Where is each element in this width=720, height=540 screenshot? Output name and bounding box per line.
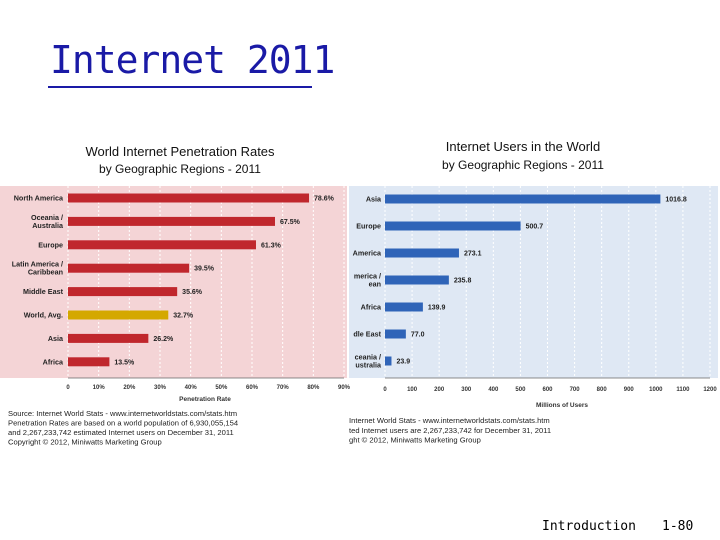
penetration-x-axis-title: Penetration Rate: [179, 396, 231, 403]
users-value-label: 23.9: [396, 359, 410, 366]
penetration-x-tick-label: 90%: [338, 385, 351, 391]
penetration-x-tick-label: 10%: [93, 385, 106, 391]
penetration-value-label: 78.6%: [314, 196, 335, 203]
users-bar: [385, 302, 423, 312]
users-value-label: 139.9: [428, 305, 446, 312]
users-bar: [385, 248, 459, 258]
penetration-x-tick-label: 0: [66, 385, 70, 391]
users-category-label: merica /: [354, 272, 381, 281]
slide-title: Internet 2011: [50, 38, 335, 82]
penetration-source-note: Penetration Rates are based on a world p…: [8, 419, 238, 428]
footer-page-number: 1-80: [662, 519, 694, 534]
penetration-category-label: Australia: [32, 221, 64, 230]
penetration-value-label: 35.6%: [182, 289, 203, 296]
penetration-bar: [68, 240, 256, 250]
penetration-value-label: 13.5%: [114, 359, 135, 366]
penetration-category-label: Latin America /: [12, 260, 63, 269]
penetration-value-label: 39.5%: [194, 266, 215, 273]
penetration-category-label: Asia: [48, 334, 64, 343]
users-x-tick-label: 300: [461, 387, 472, 393]
users-x-tick-label: 800: [597, 387, 608, 393]
penetration-chart-title: World Internet Penetration Rates: [85, 144, 275, 159]
footer-topic: Introduction: [542, 519, 636, 534]
penetration-x-tick-label: 80%: [307, 385, 320, 391]
penetration-value-label: 67.5%: [280, 219, 301, 226]
penetration-value-label: 26.2%: [153, 336, 174, 343]
penetration-category-label: Middle East: [23, 287, 64, 296]
penetration-category-label: Africa: [43, 357, 64, 366]
users-value-label: 1016.8: [665, 197, 687, 204]
users-bar: [385, 275, 449, 285]
penetration-bar: [68, 216, 275, 226]
penetration-category-label: Europe: [38, 240, 63, 249]
penetration-bar: [68, 357, 110, 367]
users-chart-subtitle: by Geographic Regions - 2011: [442, 158, 604, 172]
users-x-axis-title: Millions of Users: [536, 402, 588, 409]
users-source-note: ted Internet users are 2,267,233,742 for…: [349, 426, 551, 435]
penetration-x-tick-label: 30%: [154, 385, 167, 391]
users-x-tick-label: 100: [407, 387, 418, 393]
penetration-source-note: Copyright © 2012, Miniwatts Marketing Gr…: [8, 438, 162, 447]
penetration-chart-subtitle: by Geographic Regions - 2011: [99, 162, 261, 176]
users-category-label: ean: [369, 280, 381, 289]
users-x-tick-label: 0: [383, 387, 387, 393]
users-x-tick-label: 1200: [703, 387, 717, 393]
users-x-tick-label: 500: [515, 387, 526, 393]
users-x-tick-label: 900: [624, 387, 635, 393]
users-x-tick-label: 200: [434, 387, 445, 393]
penetration-bar: [68, 287, 178, 297]
users-value-label: 500.7: [526, 224, 544, 231]
penetration-category-label: North America: [14, 194, 64, 203]
users-category-label: Asia: [366, 195, 382, 204]
users-value-label: 235.8: [454, 278, 472, 285]
penetration-bar: [68, 333, 149, 343]
title-underline: [48, 86, 312, 88]
penetration-category-label: World, Avg.: [24, 311, 63, 320]
users-source-note: ght © 2012, Miniwatts Marketing Group: [349, 436, 481, 445]
users-category-label: ustralia: [355, 361, 382, 370]
users-x-tick-label: 400: [488, 387, 499, 393]
users-bar: [385, 221, 521, 231]
users-source-note: Internet World Stats - www.internetworld…: [349, 416, 550, 425]
penetration-x-tick-label: 20%: [123, 385, 136, 391]
users-chart-title: Internet Users in the World: [446, 139, 600, 154]
penetration-x-tick-label: 50%: [215, 385, 228, 391]
users-x-tick-label: 1000: [649, 387, 663, 393]
users-bar: [385, 356, 392, 366]
penetration-source-note: Source: Internet World Stats - www.inter…: [8, 409, 237, 418]
penetration-bar: [68, 310, 169, 320]
penetration-value-label: 61.3%: [261, 242, 282, 249]
penetration-x-tick-label: 40%: [185, 385, 198, 391]
users-value-label: 77.0: [411, 332, 425, 339]
users-x-tick-label: 1100: [676, 387, 690, 393]
penetration-x-tick-label: 70%: [277, 385, 290, 391]
users-category-label: ceania /: [355, 353, 381, 362]
penetration-bar: [68, 193, 310, 203]
penetration-bar: [68, 263, 190, 273]
users-bar: [385, 194, 661, 204]
penetration-category-label: Caribbean: [28, 268, 63, 277]
users-bar: [385, 329, 406, 339]
users-category-label: Europe: [356, 222, 381, 231]
users-category-label: America: [353, 249, 382, 258]
users-category-label: Africa: [361, 303, 382, 312]
penetration-x-tick-label: 60%: [246, 385, 259, 391]
users-category-label: dle East: [353, 330, 381, 339]
users-x-tick-label: 700: [570, 387, 581, 393]
users-value-label: 273.1: [464, 251, 482, 258]
penetration-value-label: 32.7%: [173, 313, 194, 320]
penetration-category-label: Oceania /: [31, 213, 63, 222]
users-x-tick-label: 600: [542, 387, 553, 393]
penetration-source-note: and 2,267,233,742 estimated Internet use…: [8, 428, 234, 437]
